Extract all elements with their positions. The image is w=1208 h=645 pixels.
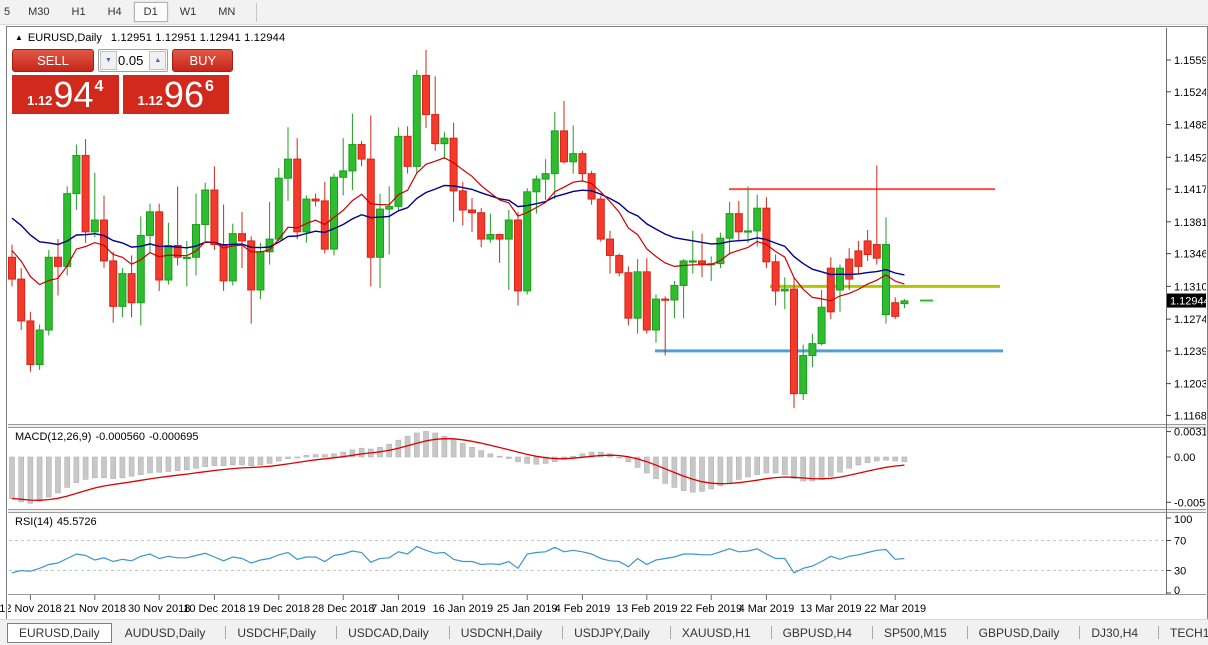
- svg-text:30 Nov 2018: 30 Nov 2018: [128, 603, 190, 615]
- chart-tab-usdjpy-daily[interactable]: USDJPY,Daily: [552, 623, 660, 643]
- svg-text:1.13100: 1.13100: [1174, 281, 1208, 293]
- rsi-label: RSI(14) 45.5726: [15, 516, 101, 528]
- collapse-triangle-icon[interactable]: ▲: [15, 33, 23, 42]
- candles-group: [8, 50, 909, 409]
- chart-tab-usdchf-daily[interactable]: USDCHF,Daily: [215, 623, 326, 643]
- sell-price-big: 94: [53, 75, 94, 114]
- chart-tab-xauusd-h1[interactable]: XAUUSD,H1: [660, 623, 761, 643]
- svg-text:21 Nov 2018: 21 Nov 2018: [64, 603, 126, 615]
- rsi-value: 45.5726: [56, 516, 97, 528]
- svg-text:1.13460: 1.13460: [1174, 249, 1208, 261]
- svg-text:1.15240: 1.15240: [1174, 87, 1208, 99]
- svg-text:30: 30: [1174, 566, 1186, 578]
- chart-tab-bar: EURUSD,Daily AUDUSD,Daily USDCHF,Daily USDC…: [0, 619, 1208, 645]
- svg-text:7 Jan 2019: 7 Jan 2019: [371, 603, 425, 615]
- buy-price-prefix: 1.12: [137, 93, 163, 108]
- current-price-tag: 1.12944: [1170, 296, 1208, 308]
- svg-text:4 Mar 2019: 4 Mar 2019: [739, 603, 795, 615]
- svg-text:22 Feb 2019: 22 Feb 2019: [680, 603, 742, 615]
- buy-price-display[interactable]: 1.12 96 6: [122, 75, 229, 114]
- sell-button[interactable]: SELL: [12, 49, 94, 72]
- price-axis[interactable]: 1.15590 1.15240 1.14880 1.14520 1.14170 1.138…: [1166, 55, 1208, 422]
- chart-tab-usdcad-daily[interactable]: USDCAD,Daily: [326, 623, 439, 643]
- macd-name: MACD(12,26,9): [15, 431, 92, 443]
- svg-text:12 Nov 2018: 12 Nov 2018: [0, 603, 62, 615]
- svg-text:10 Dec 2018: 10 Dec 2018: [183, 603, 245, 615]
- pane-frames: [7, 28, 1206, 595]
- macd-histogram: [9, 431, 908, 504]
- svg-text:-0.00566: -0.00566: [1174, 497, 1208, 509]
- buy-price-sup: 6: [204, 78, 214, 95]
- chart-header: ▲ EURUSD,Daily 1.12951 1.12951 1.12941 1.1…: [15, 32, 285, 44]
- buy-button[interactable]: BUY: [172, 49, 234, 72]
- chart-symbol-label: EURUSD,Daily: [27, 32, 102, 44]
- svg-text:4 Feb 2019: 4 Feb 2019: [555, 603, 611, 615]
- one-click-trading-panel: SELL ▼ 0.05 ▲ BUY 1.12 94 4 1.12 96 6: [12, 49, 234, 114]
- svg-text:100: 100: [1174, 514, 1192, 526]
- timeframe-w1[interactable]: W1: [179, 6, 197, 18]
- timeframe-h1[interactable]: H1: [71, 6, 86, 18]
- svg-text:1.11680: 1.11680: [1174, 410, 1208, 422]
- svg-text:1.14170: 1.14170: [1174, 184, 1208, 196]
- macd-value-signal: -0.000695: [148, 431, 199, 443]
- svg-text:25 Jan 2019: 25 Jan 2019: [497, 603, 558, 615]
- svg-text:1.12390: 1.12390: [1174, 346, 1208, 358]
- chart-ohlc-quote: 1.12951 1.12951 1.12941 1.12944: [110, 32, 286, 44]
- svg-text:0.00: 0.00: [1174, 452, 1195, 464]
- svg-text:1.14520: 1.14520: [1174, 152, 1208, 164]
- svg-text:28 Dec 2018: 28 Dec 2018: [312, 603, 374, 615]
- moving-averages: [11, 157, 905, 302]
- chart-tab-gbpusd-h4[interactable]: GBPUSD,H4: [761, 623, 862, 643]
- svg-text:22 Mar 2019: 22 Mar 2019: [864, 603, 926, 615]
- timeframe-h4[interactable]: H4: [107, 6, 122, 18]
- svg-text:1.13810: 1.13810: [1174, 217, 1208, 229]
- chart-tab-eurusd-daily[interactable]: EURUSD,Daily: [7, 622, 112, 643]
- chart-tab-audusd-daily[interactable]: AUDUSD,Daily: [124, 625, 206, 640]
- svg-text:70: 70: [1174, 536, 1186, 548]
- chart-tab-usdcnh-daily[interactable]: USDCNH,Daily: [439, 623, 552, 643]
- ma-slow-line: [11, 184, 905, 276]
- rsi-line: [11, 545, 905, 574]
- volume-input[interactable]: 0.05: [118, 53, 144, 68]
- macd-label: MACD(12,26,9) -0.000560 -0.000695: [15, 431, 203, 443]
- svg-text:1.15590: 1.15590: [1174, 55, 1208, 67]
- rsi-level-lines: [9, 540, 1165, 571]
- chart-tab-tech100-h1[interactable]: TECH100,H1: [1148, 623, 1208, 643]
- toolbar-separator: [256, 2, 258, 22]
- timeframe-5[interactable]: 5: [4, 6, 11, 18]
- svg-text:1.14880: 1.14880: [1174, 120, 1208, 132]
- svg-text:1.12740: 1.12740: [1174, 314, 1208, 326]
- svg-text:1.12030: 1.12030: [1174, 379, 1208, 391]
- svg-text:0: 0: [1174, 585, 1180, 597]
- sell-price-prefix: 1.12: [27, 93, 53, 108]
- sell-price-sup: 4: [94, 78, 104, 95]
- timeframe-d1[interactable]: D1: [133, 2, 168, 22]
- macd-signal-line: [11, 438, 905, 501]
- svg-text:19 Dec 2018: 19 Dec 2018: [248, 603, 310, 615]
- chart-tab-dj30-h4[interactable]: DJ30,H4: [1069, 623, 1148, 643]
- timeframe-mn[interactable]: MN: [218, 6, 236, 18]
- timeframe-toolbar: 5 M30 H1 H4 D1 W1 MN: [0, 0, 1208, 25]
- svg-text:0.003177: 0.003177: [1174, 427, 1208, 439]
- sell-price-display[interactable]: 1.12 94 4: [12, 75, 119, 114]
- svg-text:13 Feb 2019: 13 Feb 2019: [616, 603, 678, 615]
- chart-tab-sp500-m15[interactable]: SP500,M15: [862, 623, 957, 643]
- buy-price-big: 96: [163, 75, 204, 114]
- svg-text:13 Mar 2019: 13 Mar 2019: [800, 603, 862, 615]
- volume-increase-button[interactable]: ▲: [149, 51, 167, 70]
- timeframe-m30[interactable]: M30: [28, 6, 50, 18]
- macd-value-main: -0.000560: [95, 431, 145, 443]
- svg-text:16 Jan 2019: 16 Jan 2019: [433, 603, 494, 615]
- rsi-axis[interactable]: 100 70 30 0: [1166, 514, 1192, 597]
- rsi-name: RSI(14): [15, 516, 53, 528]
- ma-fast-line: [11, 157, 905, 302]
- macd-axis[interactable]: 0.003177 0.00 -0.00566: [1166, 427, 1208, 510]
- volume-decrease-button[interactable]: ▼: [100, 51, 117, 70]
- chart-tab-gbpusd-daily[interactable]: GBPUSD,Daily: [957, 623, 1070, 643]
- volume-spinner: ▼ 0.05 ▲: [98, 49, 169, 72]
